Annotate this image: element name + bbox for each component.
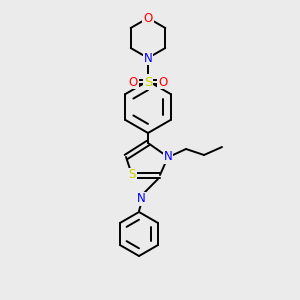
Text: O: O [128, 76, 138, 88]
Text: S: S [144, 76, 152, 88]
Text: S: S [128, 169, 136, 182]
Text: N: N [164, 151, 172, 164]
Text: O: O [158, 76, 168, 88]
Text: N: N [136, 193, 146, 206]
Text: N: N [144, 52, 152, 64]
Text: O: O [143, 11, 153, 25]
